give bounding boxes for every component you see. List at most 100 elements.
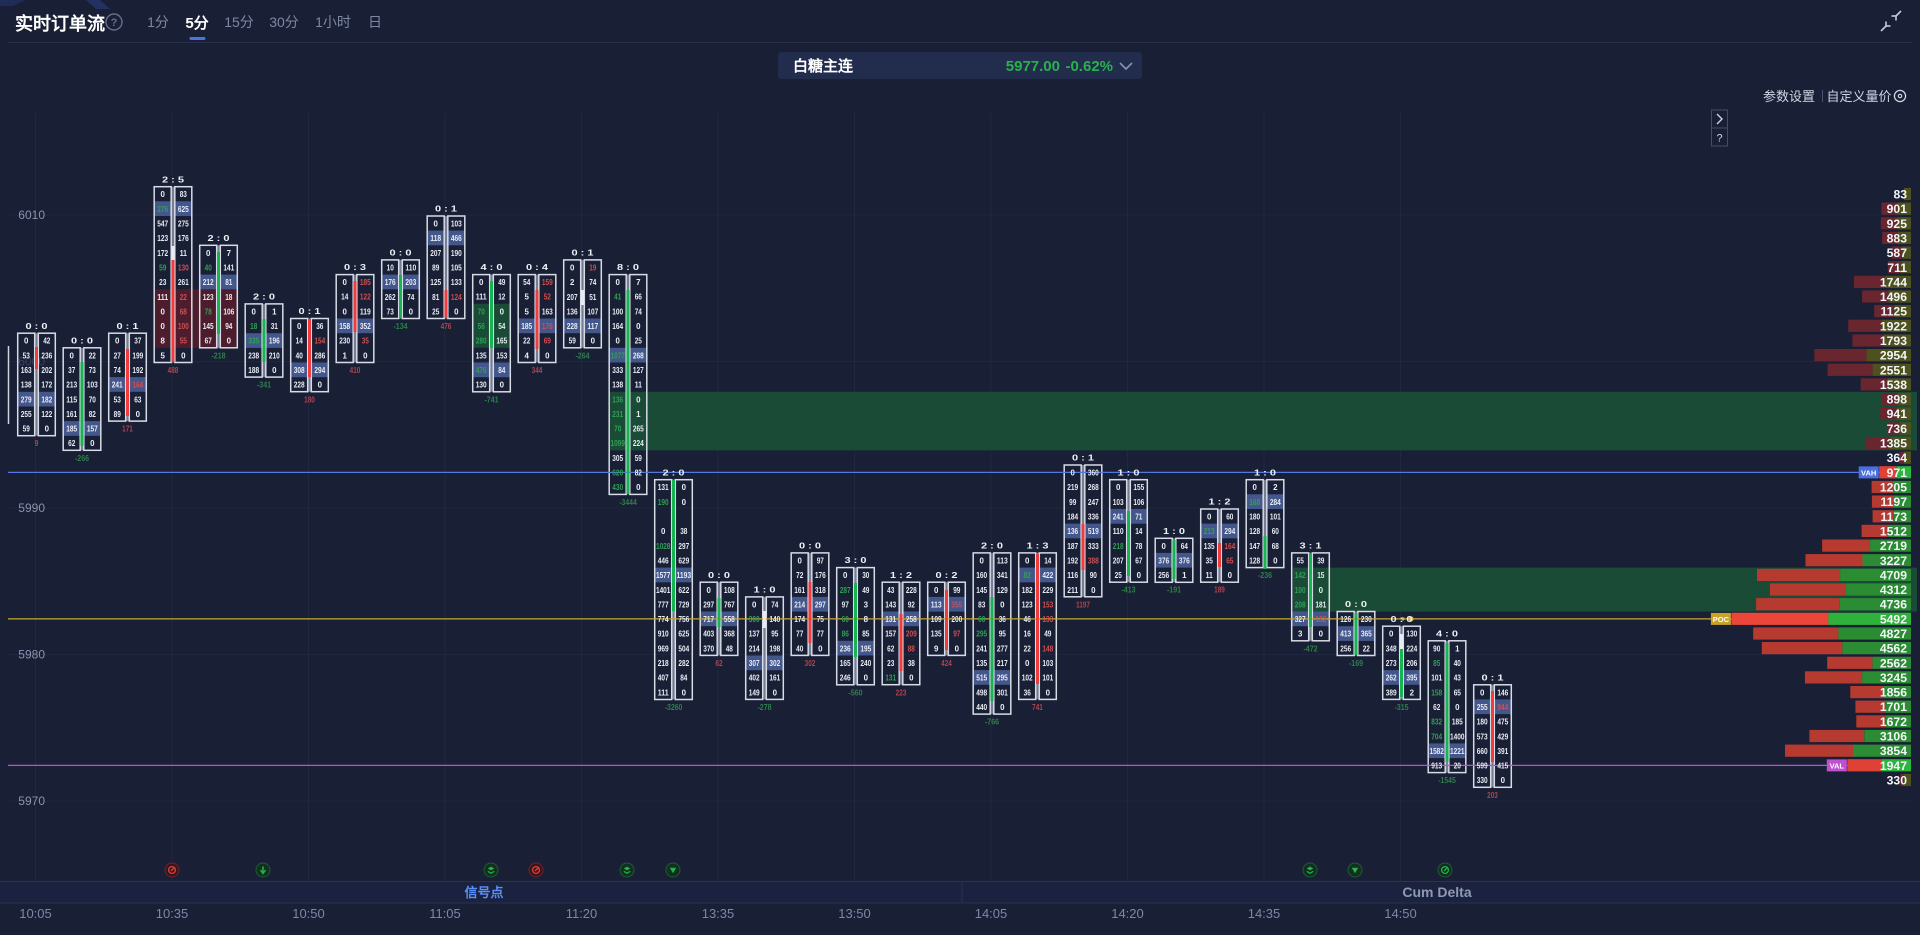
svg-text:1 : 0: 1 : 0 — [1118, 467, 1140, 477]
svg-text:30分: 30分 — [269, 14, 299, 30]
svg-text:0 : 0: 0 : 0 — [1391, 614, 1413, 624]
svg-text:0: 0 — [454, 307, 459, 316]
svg-text:230: 230 — [1361, 615, 1372, 624]
svg-text:35: 35 — [362, 337, 370, 346]
svg-text:1385: 1385 — [1880, 437, 1907, 451]
svg-text:123: 123 — [1022, 600, 1033, 609]
svg-text:131: 131 — [885, 674, 896, 683]
svg-text:0: 0 — [500, 381, 505, 390]
svg-text:136: 136 — [567, 307, 578, 316]
svg-text:0: 0 — [636, 322, 641, 331]
svg-text:0: 0 — [773, 688, 778, 697]
svg-text:198: 198 — [769, 644, 780, 653]
svg-text:573: 573 — [1477, 732, 1488, 741]
svg-text:0: 0 — [1501, 776, 1506, 785]
svg-text:0: 0 — [818, 644, 823, 653]
svg-text:0 : 1: 0 : 1 — [572, 248, 594, 258]
svg-text:-560: -560 — [848, 687, 862, 697]
svg-text:519: 519 — [1088, 527, 1099, 536]
svg-text:391: 391 — [1497, 747, 1508, 756]
svg-text:0: 0 — [479, 278, 484, 287]
svg-text:37: 37 — [134, 337, 142, 346]
svg-text:0: 0 — [909, 674, 914, 683]
svg-text:95: 95 — [999, 630, 1007, 639]
svg-text:130: 130 — [178, 263, 189, 272]
svg-text:62: 62 — [715, 658, 723, 668]
svg-text:130: 130 — [476, 381, 487, 390]
svg-text:208: 208 — [1295, 600, 1306, 609]
svg-text:0 : 1: 0 : 1 — [299, 306, 321, 316]
svg-text:68: 68 — [1272, 542, 1280, 551]
svg-text:368: 368 — [724, 630, 735, 639]
svg-text:273: 273 — [1386, 659, 1397, 668]
svg-text:203: 203 — [1487, 790, 1498, 800]
svg-text:99: 99 — [1069, 498, 1077, 507]
svg-text:14:05: 14:05 — [975, 906, 1008, 921]
svg-text:238: 238 — [248, 351, 259, 360]
svg-text:135: 135 — [931, 630, 942, 639]
svg-text:1856: 1856 — [1880, 686, 1907, 700]
svg-text:287: 287 — [840, 586, 851, 595]
svg-text:364: 364 — [1887, 451, 1908, 465]
svg-text:774: 774 — [658, 615, 669, 624]
svg-text:430: 430 — [612, 483, 623, 492]
svg-text:185: 185 — [521, 322, 532, 331]
svg-text:163: 163 — [21, 366, 32, 375]
svg-text:176: 176 — [385, 278, 396, 287]
svg-text:0: 0 — [1480, 688, 1485, 697]
svg-text:333: 333 — [1088, 542, 1099, 551]
svg-text:0: 0 — [934, 586, 939, 595]
svg-text:-413: -413 — [1121, 585, 1135, 595]
svg-text:31: 31 — [271, 322, 279, 331]
svg-text:203: 203 — [405, 278, 416, 287]
svg-text:POC: POC — [1713, 615, 1730, 624]
svg-text:164: 164 — [612, 322, 623, 331]
svg-text:2: 2 — [570, 278, 575, 287]
svg-text:155: 155 — [1133, 483, 1144, 492]
svg-text:0: 0 — [161, 322, 166, 331]
svg-text:969: 969 — [658, 644, 669, 653]
svg-text:164: 164 — [132, 381, 143, 390]
svg-text:1 : 3: 1 : 3 — [1027, 541, 1049, 551]
svg-text:370: 370 — [703, 644, 714, 653]
svg-text:0: 0 — [707, 586, 712, 595]
svg-text:268: 268 — [633, 351, 644, 360]
svg-text:7: 7 — [227, 249, 232, 258]
svg-text:63: 63 — [134, 395, 142, 404]
svg-text:25: 25 — [432, 307, 440, 316]
svg-text:66: 66 — [635, 293, 643, 302]
svg-text:276: 276 — [157, 205, 168, 214]
svg-text:213: 213 — [66, 381, 77, 390]
svg-text:0: 0 — [1253, 483, 1258, 492]
svg-text:5: 5 — [161, 351, 166, 360]
svg-text:0: 0 — [682, 688, 687, 697]
svg-text:65: 65 — [1454, 688, 1462, 697]
svg-text:0: 0 — [1319, 630, 1324, 639]
svg-text:55: 55 — [1297, 557, 1305, 566]
svg-text:1400: 1400 — [1450, 732, 1465, 741]
svg-text:1 : 0: 1 : 0 — [754, 585, 776, 595]
svg-text:0: 0 — [1319, 586, 1324, 595]
svg-text:78: 78 — [1135, 542, 1143, 551]
svg-text:729: 729 — [678, 600, 689, 609]
svg-text:41: 41 — [614, 293, 622, 302]
svg-text:67: 67 — [1135, 557, 1143, 566]
svg-text:113: 113 — [997, 557, 1008, 566]
svg-text:25: 25 — [1115, 571, 1123, 580]
svg-text:白糖主连: 白糖主连 — [793, 57, 854, 75]
svg-text:70: 70 — [478, 307, 486, 316]
svg-text:832: 832 — [1431, 718, 1442, 727]
svg-text:40: 40 — [796, 644, 804, 653]
svg-text:12: 12 — [498, 293, 506, 302]
svg-text:429: 429 — [1497, 732, 1508, 741]
svg-text:0: 0 — [682, 483, 687, 492]
svg-text:284: 284 — [1270, 498, 1281, 507]
svg-text:228: 228 — [294, 381, 305, 390]
svg-text:0: 0 — [864, 674, 869, 683]
svg-text:-1545: -1545 — [1438, 775, 1456, 785]
svg-text:131: 131 — [885, 615, 896, 624]
svg-text:3: 3 — [864, 600, 869, 609]
svg-text:188: 188 — [248, 366, 259, 375]
svg-text:实时订单流: 实时订单流 — [15, 13, 105, 34]
svg-text:126: 126 — [1340, 615, 1351, 624]
